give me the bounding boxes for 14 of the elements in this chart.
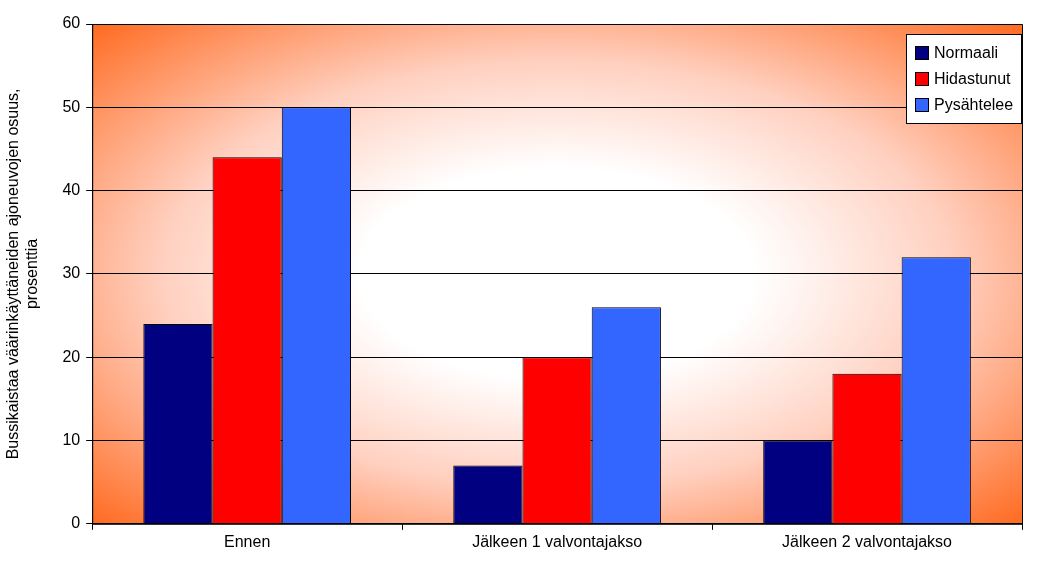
y-axis-title: Bussikaistaa väärinkäyttäneiden ajoneuvojen osuus, prosenttia — [4, 88, 41, 460]
x-tick-label: Ennen — [224, 532, 271, 550]
x-tick-label: Jälkeen 2 valvontajakso — [782, 532, 953, 550]
y-tick-label: 40 — [62, 181, 81, 199]
x-tick-label: Jälkeen 1 valvontajakso — [472, 532, 643, 550]
y-tick-label: 60 — [62, 14, 81, 32]
legend-label: Pysähtelee — [933, 95, 1014, 115]
y-tick-label: 10 — [62, 430, 81, 448]
y-tick-label: 0 — [71, 514, 81, 532]
y-tick-label: 20 — [62, 347, 81, 365]
legend-label: Normaali — [933, 43, 999, 63]
legend-label: Hidastunut — [933, 69, 1012, 89]
y-tick-label: 30 — [62, 264, 81, 282]
y-tick-label: 50 — [62, 97, 81, 115]
